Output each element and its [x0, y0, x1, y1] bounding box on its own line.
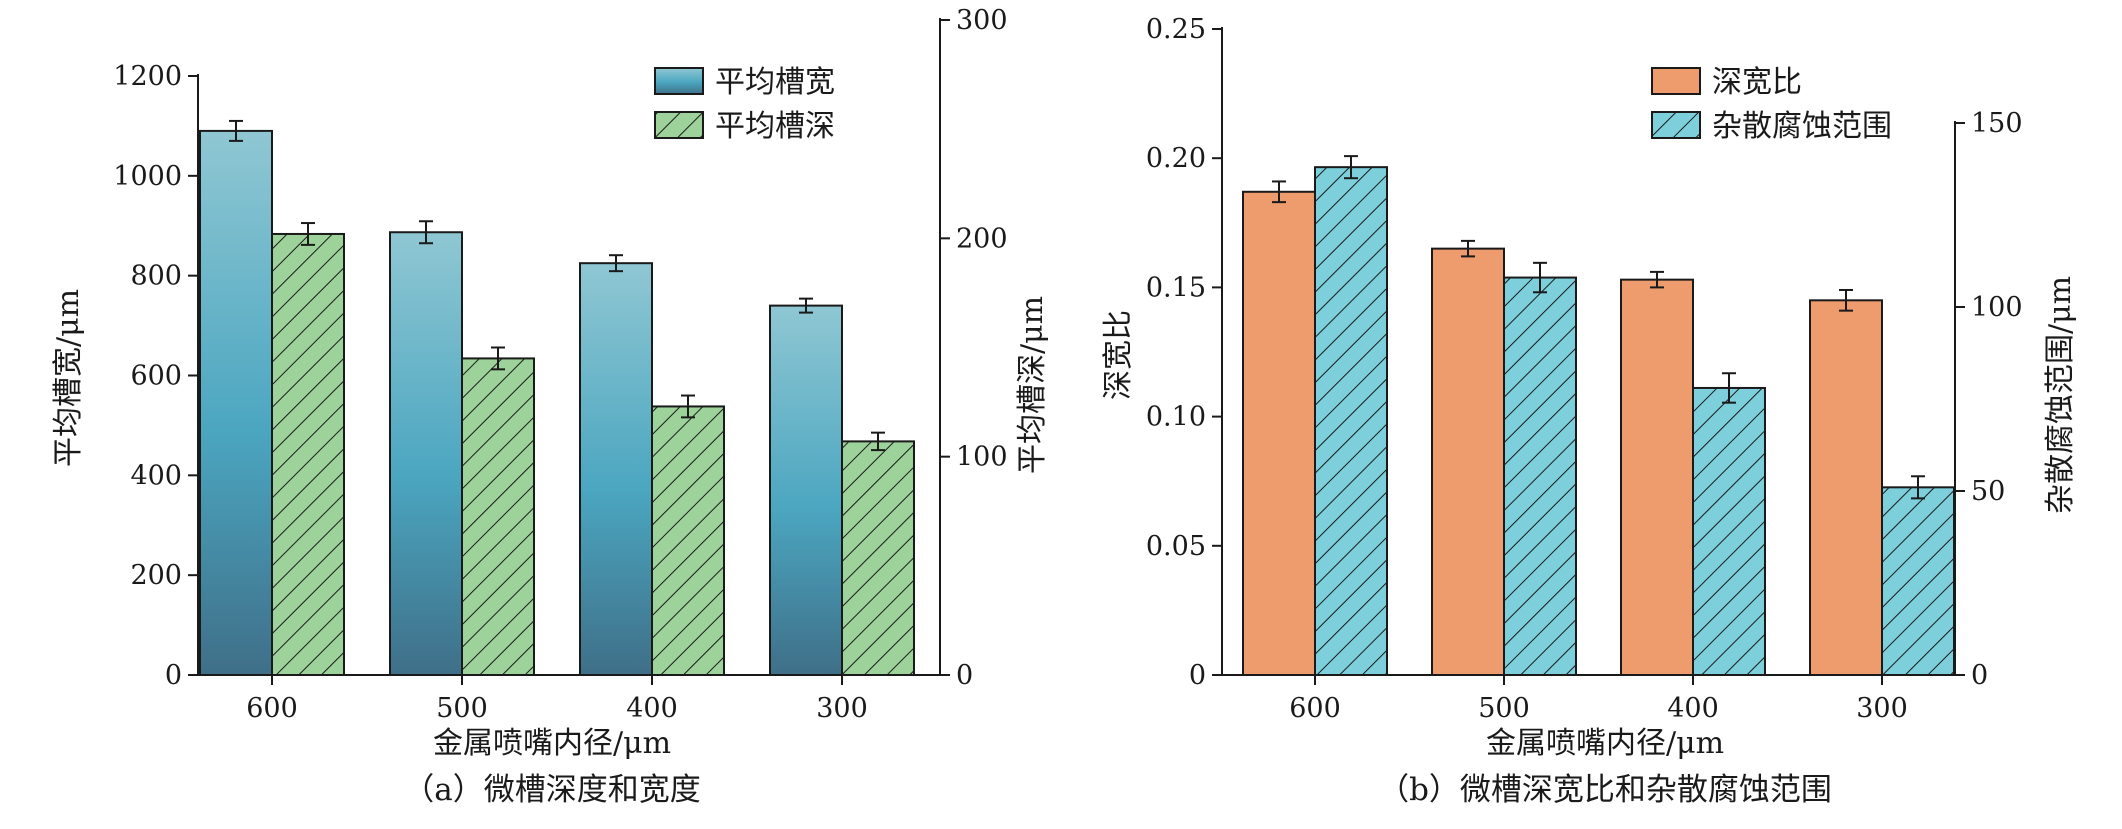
- panel-b-bar-杂散腐蚀范围-400: [1692, 386, 1766, 676]
- panel-b-legend-label-杂散腐蚀范围: 杂散腐蚀范围: [1712, 109, 1892, 144]
- panel-a-left-tick-label: 200: [130, 560, 182, 591]
- panel-a-legend-label-平均槽宽: 平均槽宽: [715, 65, 835, 100]
- panel-a-left-tick-label: 600: [130, 361, 182, 392]
- panel-a-error-bar-平均槽宽-600: [229, 119, 243, 142]
- panel-a-bar-平均槽宽-400: [579, 262, 653, 676]
- panel-b-x-tick-label: 600: [1289, 693, 1341, 724]
- panel-b-x-tick-label: 300: [1856, 693, 1908, 724]
- panel-b-error-bar-深宽比-400: [1650, 270, 1664, 289]
- panel-a-error-bar-平均槽深-300: [871, 431, 885, 452]
- panel-b-error-bar-深宽比-300: [1839, 288, 1853, 312]
- panel-a-error-bar-平均槽宽-400: [609, 254, 623, 273]
- panel-b: 深宽比 杂散腐蚀范围/μm 金属喷嘴内径/μm （b）微槽深宽比和杂散腐蚀范围 …: [1101, 14, 2078, 808]
- panel-a-legend-label-平均槽深: 平均槽深: [715, 109, 835, 144]
- panel-a-bar-平均槽深-500: [461, 357, 535, 676]
- panel-b-error-bar-杂散腐蚀范围-600: [1344, 155, 1358, 180]
- panel-a-x-tick-label: 500: [436, 693, 488, 724]
- panel-a-error-bar-平均槽深-400: [681, 394, 695, 419]
- panel-a-right-tick-label: 200: [956, 223, 1008, 254]
- panel-b-right-tick-label: 100: [1971, 292, 2023, 323]
- panel-a-bar-平均槽深-400: [651, 405, 725, 676]
- panel-b-error-bar-杂散腐蚀范围-400: [1722, 372, 1736, 404]
- panel-a-legend-swatch-平均槽宽: [654, 67, 704, 95]
- panel-b-left-tick-label: 0: [1189, 660, 1206, 691]
- panel-a-right-tick-label: 0: [956, 660, 973, 691]
- panel-b-error-bar-深宽比-600: [1272, 180, 1286, 204]
- panel-b-error-bar-深宽比-500: [1461, 239, 1475, 258]
- panel-b-bar-杂散腐蚀范围-500: [1503, 276, 1577, 676]
- panel-a-bar-平均槽深-300: [841, 440, 915, 676]
- panel-a-left-tick-label: 1000: [113, 161, 182, 192]
- panel-b-left-tick-label: 0.10: [1146, 402, 1206, 433]
- panel-b-bar-深宽比-400: [1620, 278, 1694, 676]
- panel-b-right-tick-label: 50: [1971, 476, 2005, 507]
- panel-a-left-tick-label: 800: [130, 261, 182, 292]
- panel-b-legend-label-深宽比: 深宽比: [1712, 65, 1802, 100]
- panel-a-x-axis-label: 金属喷嘴内径/μm: [433, 726, 671, 761]
- panel-b-error-bar-杂散腐蚀范围-300: [1911, 475, 1925, 500]
- panel-a-right-axis-label: 平均槽深/μm: [1015, 296, 1050, 474]
- panel-a-bar-平均槽宽-500: [389, 231, 463, 676]
- panel-a-caption: （a）微槽深度和宽度: [403, 772, 700, 808]
- panel-a: 平均槽宽/μm 平均槽深/μm 金属喷嘴内径/μm （a）微槽深度和宽度 600…: [51, 5, 1050, 808]
- panel-b-bar-杂散腐蚀范围-600: [1314, 166, 1388, 676]
- panel-b-x-tick-label: 400: [1667, 693, 1719, 724]
- panel-a-x-tick-label: 400: [626, 693, 678, 724]
- panel-b-right-axis-label: 杂散腐蚀范围/μm: [2043, 276, 2078, 514]
- panel-a-left-axis-label: 平均槽宽/μm: [51, 289, 86, 467]
- panel-a-x-tick-label: 300: [816, 693, 868, 724]
- panel-a-bar-平均槽宽-300: [769, 304, 843, 676]
- panel-b-error-bar-杂散腐蚀范围-500: [1533, 261, 1547, 294]
- panel-b-left-tick-label: 0.25: [1146, 14, 1206, 45]
- panel-b-legend-swatch-深宽比: [1651, 67, 1701, 95]
- panel-b-left-tick-label: 0.15: [1146, 272, 1206, 303]
- panel-a-error-bar-平均槽宽-500: [419, 220, 433, 245]
- panel-a-x-tick-label: 600: [246, 693, 298, 724]
- panel-b-legend-swatch-杂散腐蚀范围: [1651, 111, 1701, 139]
- panel-b-left-tick-label: 0.05: [1146, 531, 1206, 562]
- panel-a-error-bar-平均槽宽-300: [799, 297, 813, 314]
- panel-a-error-bar-平均槽深-600: [301, 222, 315, 246]
- panel-b-bar-杂散腐蚀范围-300: [1881, 486, 1955, 676]
- panel-a-left-tick-label: 1200: [113, 61, 182, 92]
- panel-a-bar-平均槽深-600: [271, 232, 345, 676]
- panel-a-right-tick-label: 300: [956, 5, 1008, 36]
- panel-a-left-tick-label: 0: [165, 660, 182, 691]
- panel-b-right-tick-label: 0: [1971, 660, 1988, 691]
- panel-a-error-bar-平均槽深-500: [491, 346, 505, 371]
- panel-b-x-tick-label: 500: [1478, 693, 1530, 724]
- panel-b-bar-深宽比-500: [1431, 247, 1505, 676]
- panel-b-x-axis-label: 金属喷嘴内径/μm: [1486, 726, 1724, 761]
- panel-b-left-tick-label: 0.20: [1146, 143, 1206, 174]
- panel-a-legend-swatch-平均槽深: [654, 111, 704, 139]
- panel-a-bar-平均槽宽-600: [199, 129, 273, 677]
- panel-a-left-tick-label: 400: [130, 460, 182, 491]
- panel-b-right-tick-label: 150: [1971, 108, 2023, 139]
- panel-b-caption: （b）微槽深宽比和杂散腐蚀范围: [1378, 772, 1832, 808]
- panel-a-right-tick-label: 100: [956, 442, 1008, 473]
- panel-b-left-axis-label: 深宽比: [1101, 310, 1136, 400]
- panel-b-bar-深宽比-600: [1242, 190, 1316, 677]
- panel-b-bar-深宽比-300: [1809, 299, 1883, 676]
